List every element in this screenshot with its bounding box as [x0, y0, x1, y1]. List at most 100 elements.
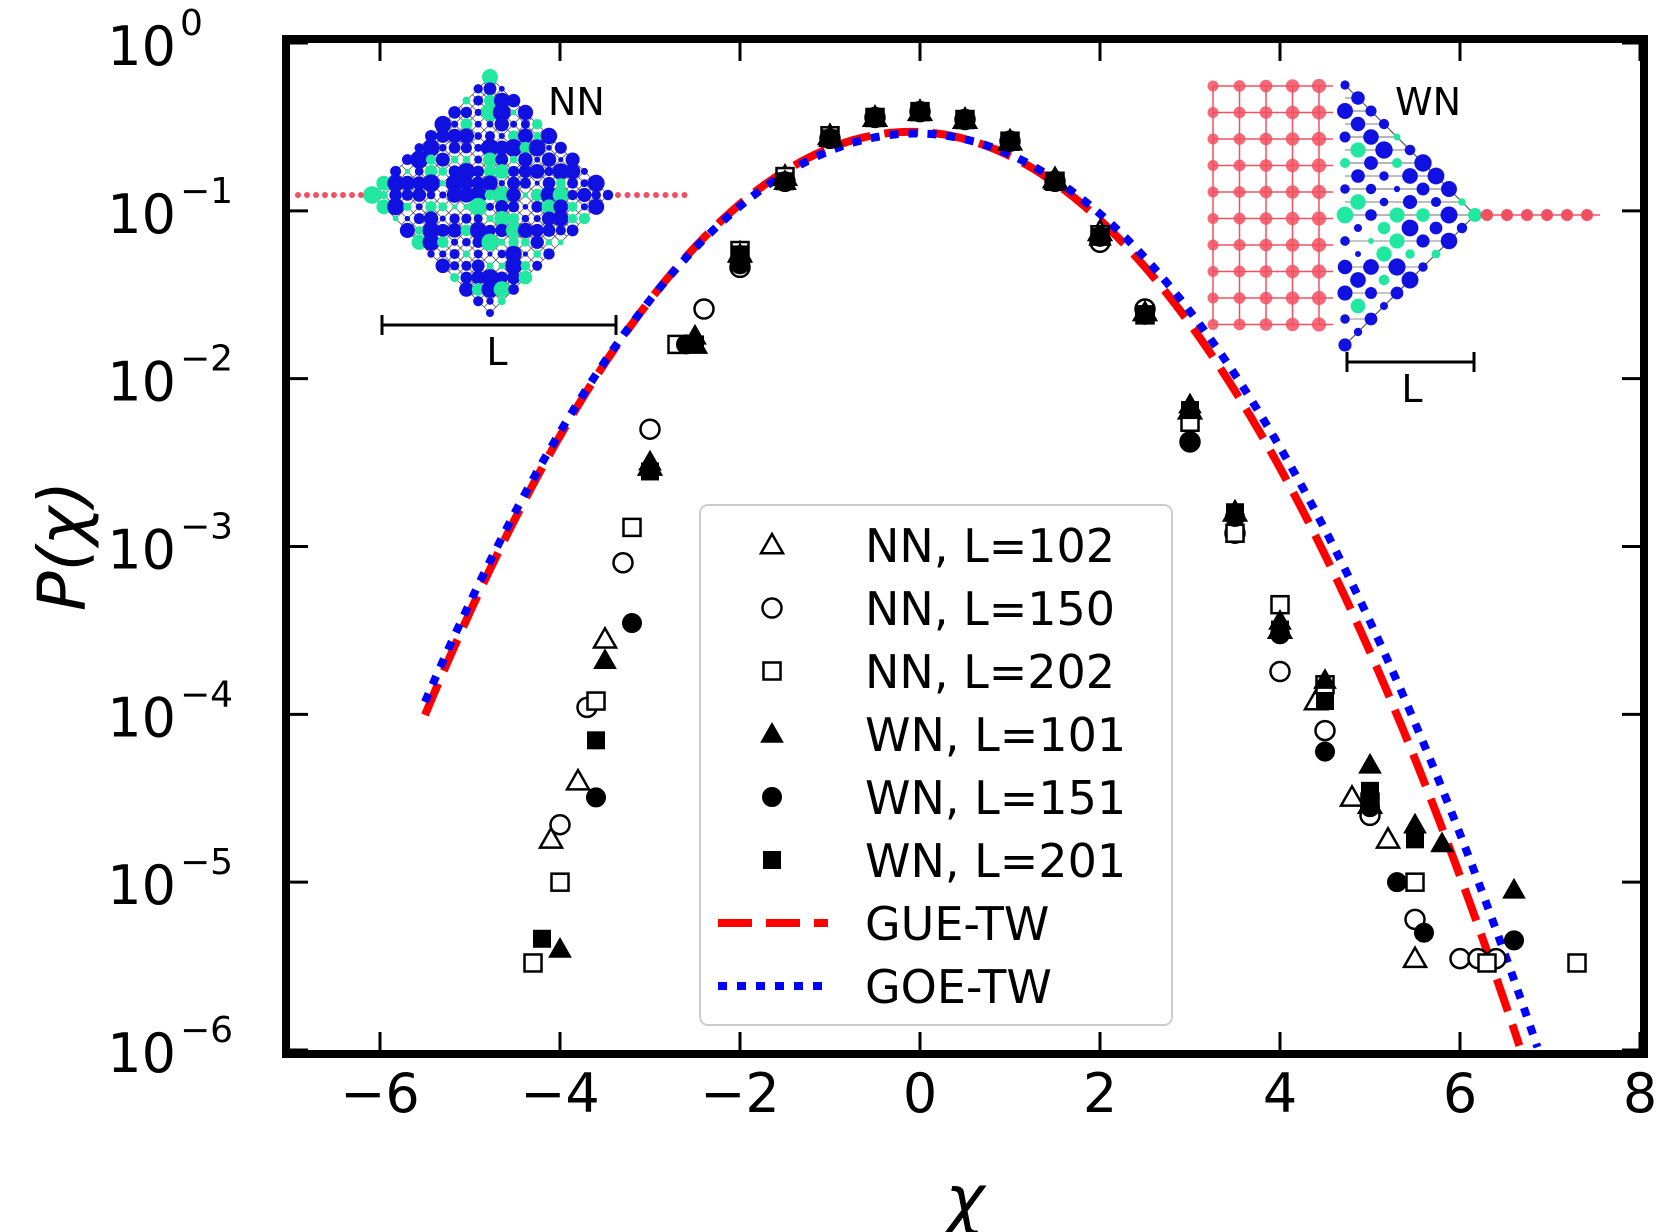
lattice-site	[471, 270, 486, 285]
data-point-circle-open	[1269, 660, 1291, 683]
legend-marker-circle-open	[761, 597, 783, 619]
lattice-site	[1390, 286, 1404, 300]
grid-site	[1233, 159, 1246, 172]
grid-site	[1207, 292, 1219, 304]
grid-site	[1233, 318, 1246, 331]
x-tick-label: 2	[1083, 1062, 1117, 1125]
data-point-square-open	[586, 691, 606, 711]
lattice-site	[504, 139, 523, 157]
lattice-site	[541, 211, 557, 226]
lattice-site	[505, 245, 522, 263]
lattice-site	[567, 177, 579, 189]
lattice-site	[411, 234, 427, 250]
grid-site	[1311, 105, 1327, 120]
data-point-circle-filled	[586, 787, 606, 808]
data-point-square-open	[550, 872, 570, 892]
lattice-site	[450, 273, 460, 283]
x-tick-label: 4	[1263, 1062, 1297, 1125]
lattice-site	[449, 213, 460, 224]
lattice-site	[422, 174, 440, 193]
lattice-site	[1405, 249, 1415, 259]
lattice-site	[459, 176, 474, 191]
lattice-site	[484, 189, 496, 201]
x-tick-label: 8	[1623, 1062, 1657, 1125]
lattice-site	[481, 233, 499, 251]
lattice-site	[460, 118, 473, 131]
lattice-site	[497, 249, 507, 259]
grid-site	[1233, 186, 1246, 198]
inset-wn: WN L	[1207, 78, 1600, 411]
lattice-site	[518, 164, 533, 179]
lattice-site	[519, 177, 531, 189]
lattice-site	[471, 259, 485, 273]
grid-site	[1259, 185, 1273, 199]
lattice-site	[485, 308, 495, 318]
data-point-square-open	[622, 517, 642, 538]
lattice-site	[376, 199, 392, 215]
lattice-site	[506, 187, 521, 203]
legend-label: GUE-TW	[865, 897, 1049, 951]
chain-site	[681, 192, 688, 198]
data-point-square-filled	[821, 129, 839, 148]
data-point-triangle-open	[564, 767, 592, 791]
lattice-site	[1380, 302, 1388, 310]
lattice-site	[1440, 232, 1458, 250]
lattice-site	[532, 260, 543, 271]
grid-site	[1207, 80, 1219, 92]
chain-site	[295, 192, 301, 198]
lattice-site	[553, 199, 569, 215]
inset-nn-label: NN	[548, 80, 605, 124]
lattice-site	[1363, 259, 1379, 275]
lattice-site	[387, 198, 405, 216]
chain-site	[634, 192, 640, 198]
data-point-circle-open	[639, 418, 661, 440]
chain-site	[615, 192, 621, 198]
lattice-site	[577, 187, 592, 203]
data-point-square-filled	[1136, 305, 1154, 324]
grid-site	[1259, 159, 1273, 172]
data-point-triangle-filled	[1430, 831, 1454, 853]
data-point-triangle-open	[1338, 783, 1366, 807]
lattice-site	[507, 176, 521, 190]
grid-site	[1285, 211, 1300, 226]
chain-site	[662, 192, 669, 198]
lattice-site	[1340, 236, 1350, 246]
lattice-site	[379, 190, 388, 200]
lattice-site	[591, 190, 601, 200]
lattice-site	[497, 297, 506, 306]
lattice-site	[541, 199, 557, 215]
y-tick-base: 10	[107, 686, 176, 749]
data-point-square-filled	[1181, 401, 1199, 420]
lattice-site	[494, 140, 510, 156]
lattice-site	[439, 180, 446, 187]
chain-site	[304, 192, 310, 198]
lattice-site	[508, 165, 520, 177]
lattice-site	[469, 222, 487, 239]
lattice-site	[473, 249, 483, 259]
lattice-site	[542, 223, 556, 237]
lattice-site	[390, 165, 402, 177]
grid-site	[1259, 291, 1273, 305]
lattice-site	[530, 223, 544, 237]
data-point-triangle-open	[537, 825, 565, 849]
data-point-square-open	[523, 953, 543, 973]
lattice-site	[1350, 194, 1366, 210]
lattice-site	[461, 260, 472, 271]
lattice-site	[473, 84, 483, 94]
lattice-site	[1353, 223, 1363, 233]
lattice-site	[471, 176, 485, 190]
lattice-site	[1389, 207, 1405, 223]
lattice-site	[530, 235, 544, 249]
data-point-circle-filled	[1360, 797, 1380, 818]
grid-site	[1311, 78, 1327, 94]
lattice-site	[414, 143, 424, 153]
lattice-site	[495, 271, 508, 284]
data-point-square-filled	[1271, 620, 1289, 639]
lattice-site	[505, 222, 522, 239]
data-point-square-filled	[641, 462, 659, 481]
lattice-site	[529, 164, 545, 179]
lattice-site	[545, 239, 553, 246]
y-tick-exponent: −2	[180, 339, 233, 380]
lattice-site	[530, 188, 544, 202]
lattice-site	[459, 282, 474, 297]
